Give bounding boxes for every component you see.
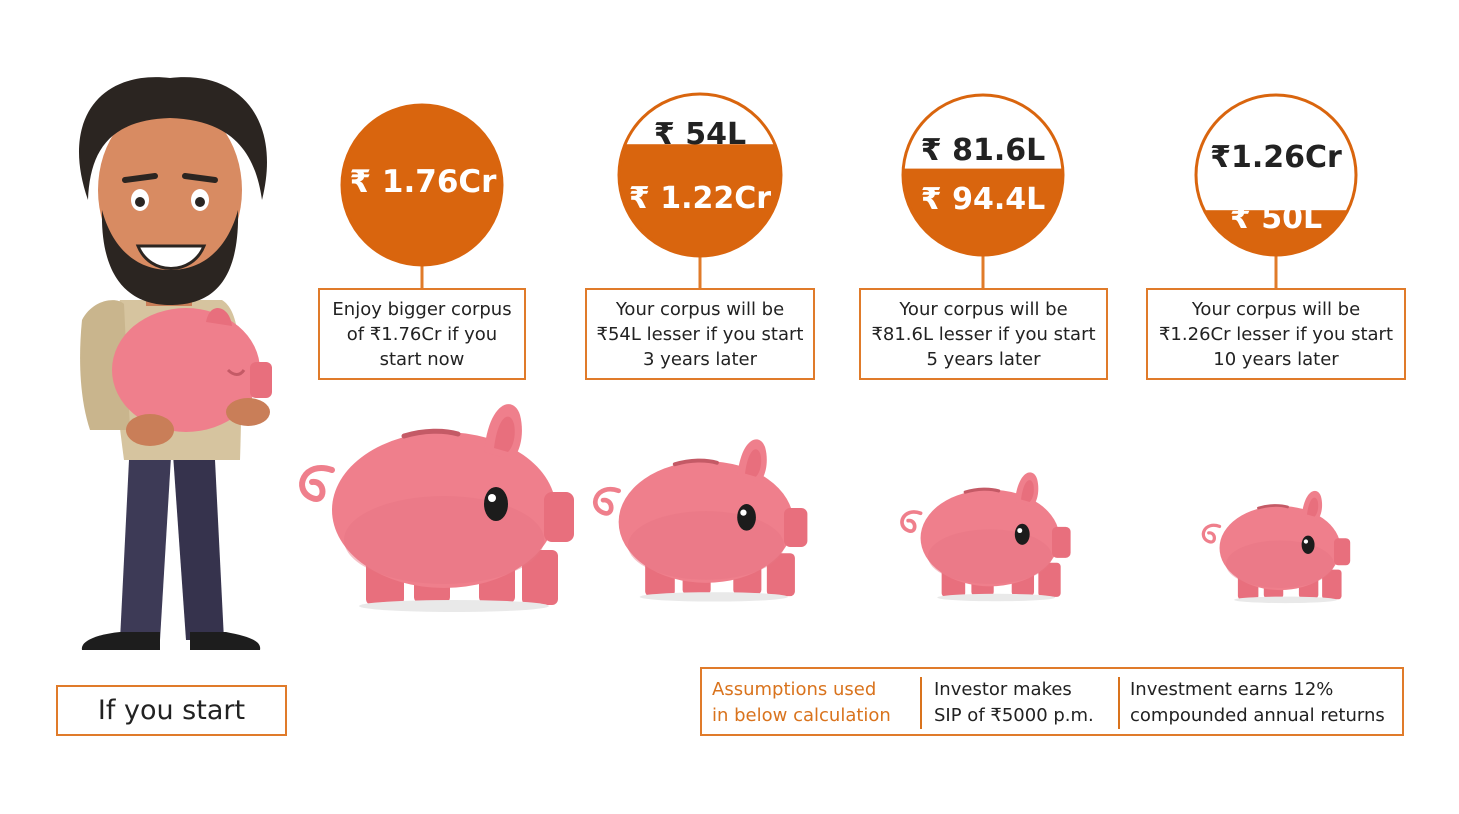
assumption-sip-line: SIP of ₹5000 p.m. [934, 705, 1094, 726]
assumptions-divider [920, 677, 922, 729]
if-you-start-label: If you start [56, 685, 287, 736]
circle-outline [617, 92, 783, 258]
assumption-returns-line: compounded annual returns [1130, 705, 1385, 726]
description-line: Your corpus will be [1191, 298, 1361, 320]
description-line: 5 years later [926, 348, 1041, 370]
if-you-start-text: If you start [97, 695, 246, 726]
lesser-value-3-years: ₹ 54L [653, 117, 747, 152]
man-illustration [78, 77, 272, 650]
corpus-value-5-years: ₹ 94.4L [920, 182, 1046, 217]
description-box-10-years: Your corpus will be ₹1.26Cr lesser if yo… [1146, 288, 1406, 380]
description-line: Your corpus will be [615, 298, 785, 320]
corpus-value-3-years: ₹ 1.22Cr [628, 181, 772, 216]
circle-outline [901, 93, 1065, 257]
piggy-bank-icon-5-years [900, 470, 1073, 604]
assumption-sip: Investor makes SIP of ₹5000 p.m. [934, 677, 1094, 729]
corpus-circle-now [340, 103, 504, 267]
circle-outline [340, 103, 504, 267]
description-box-5-years: Your corpus will be ₹81.6L lesser if you… [859, 288, 1108, 380]
assumption-returns: Investment earns 12% compounded annual r… [1130, 677, 1385, 729]
piggy-bank-icon-10-years [1201, 489, 1352, 605]
description-line: ₹81.6L lesser if you start [871, 323, 1096, 345]
lesser-value-10-years: ₹1.26Cr [1210, 140, 1342, 175]
description-line: 10 years later [1213, 348, 1339, 370]
description-box-3-years: Your corpus will be ₹54L lesser if you s… [585, 288, 815, 380]
piggy-bank-icon-now [302, 404, 574, 612]
connector-lines [420, 255, 1278, 288]
assumption-returns-line: Investment earns 12% [1130, 679, 1334, 700]
circle-outline [1194, 93, 1358, 257]
assumption-sip-line: Investor makes [934, 679, 1072, 700]
corpus-value-now: ₹ 1.76Cr [349, 164, 497, 200]
description-line: start now [379, 348, 465, 370]
description-line: Your corpus will be [899, 298, 1068, 320]
assumptions-title-line: in below calculation [712, 705, 891, 726]
corpus-circle-5-years [901, 93, 1065, 257]
circle-fill-level [342, 105, 502, 265]
assumptions-title-line: Assumptions used [712, 679, 877, 700]
lesser-value-5-years: ₹ 81.6L [920, 133, 1046, 168]
assumptions-divider [1118, 677, 1120, 729]
assumptions-box: Assumptions used in below calculation In… [700, 667, 1404, 736]
assumptions-title: Assumptions used in below calculation [712, 677, 891, 729]
description-line: 3 years later [643, 348, 757, 370]
description-box-now: Enjoy bigger corpus of ₹1.76Cr if you st… [318, 288, 526, 380]
corpus-value-10-years: ₹ 50L [1229, 201, 1323, 236]
description-line: of ₹1.76Cr if you [346, 323, 498, 345]
description-line: ₹1.26Cr lesser if you start [1158, 323, 1394, 345]
description-line: Enjoy bigger corpus [332, 298, 512, 320]
piggy-bank-icon-3-years [595, 439, 807, 601]
description-line: ₹54L lesser if you start [596, 323, 804, 345]
corpus-circle-3-years [617, 92, 783, 258]
